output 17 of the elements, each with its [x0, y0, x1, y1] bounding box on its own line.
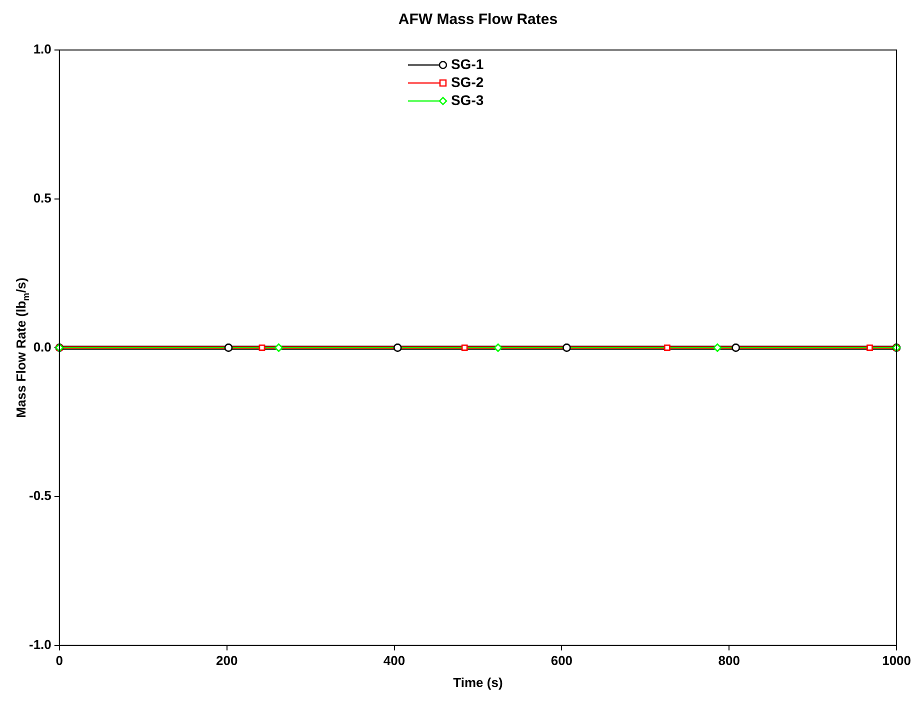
- x-axis-title: Time (s): [453, 674, 503, 690]
- y-tick-label: 0.0: [33, 339, 52, 354]
- legend-label: SG-1: [450, 56, 484, 72]
- y-tick-label: -1.0: [28, 636, 52, 652]
- x-tick-label: 0: [56, 652, 64, 668]
- x-tick-label: 200: [216, 652, 238, 668]
- y-tick-label: 1.0: [33, 42, 52, 57]
- y-tick-label: 0.5: [33, 190, 52, 206]
- y-axis-title: Mass Flow Rate (lbm/s): [14, 278, 32, 418]
- y-tick-label: -0.5: [28, 488, 52, 504]
- legend-label: SG-2: [450, 74, 484, 90]
- chart-title: AFW Mass Flow Rates: [398, 11, 558, 28]
- x-tick-label: 800: [718, 652, 740, 668]
- x-tick-label: 400: [383, 652, 406, 668]
- legend-label: SG-3: [450, 92, 484, 108]
- x-tick-label: 600: [550, 652, 573, 668]
- x-tick-label: 1000: [882, 652, 911, 668]
